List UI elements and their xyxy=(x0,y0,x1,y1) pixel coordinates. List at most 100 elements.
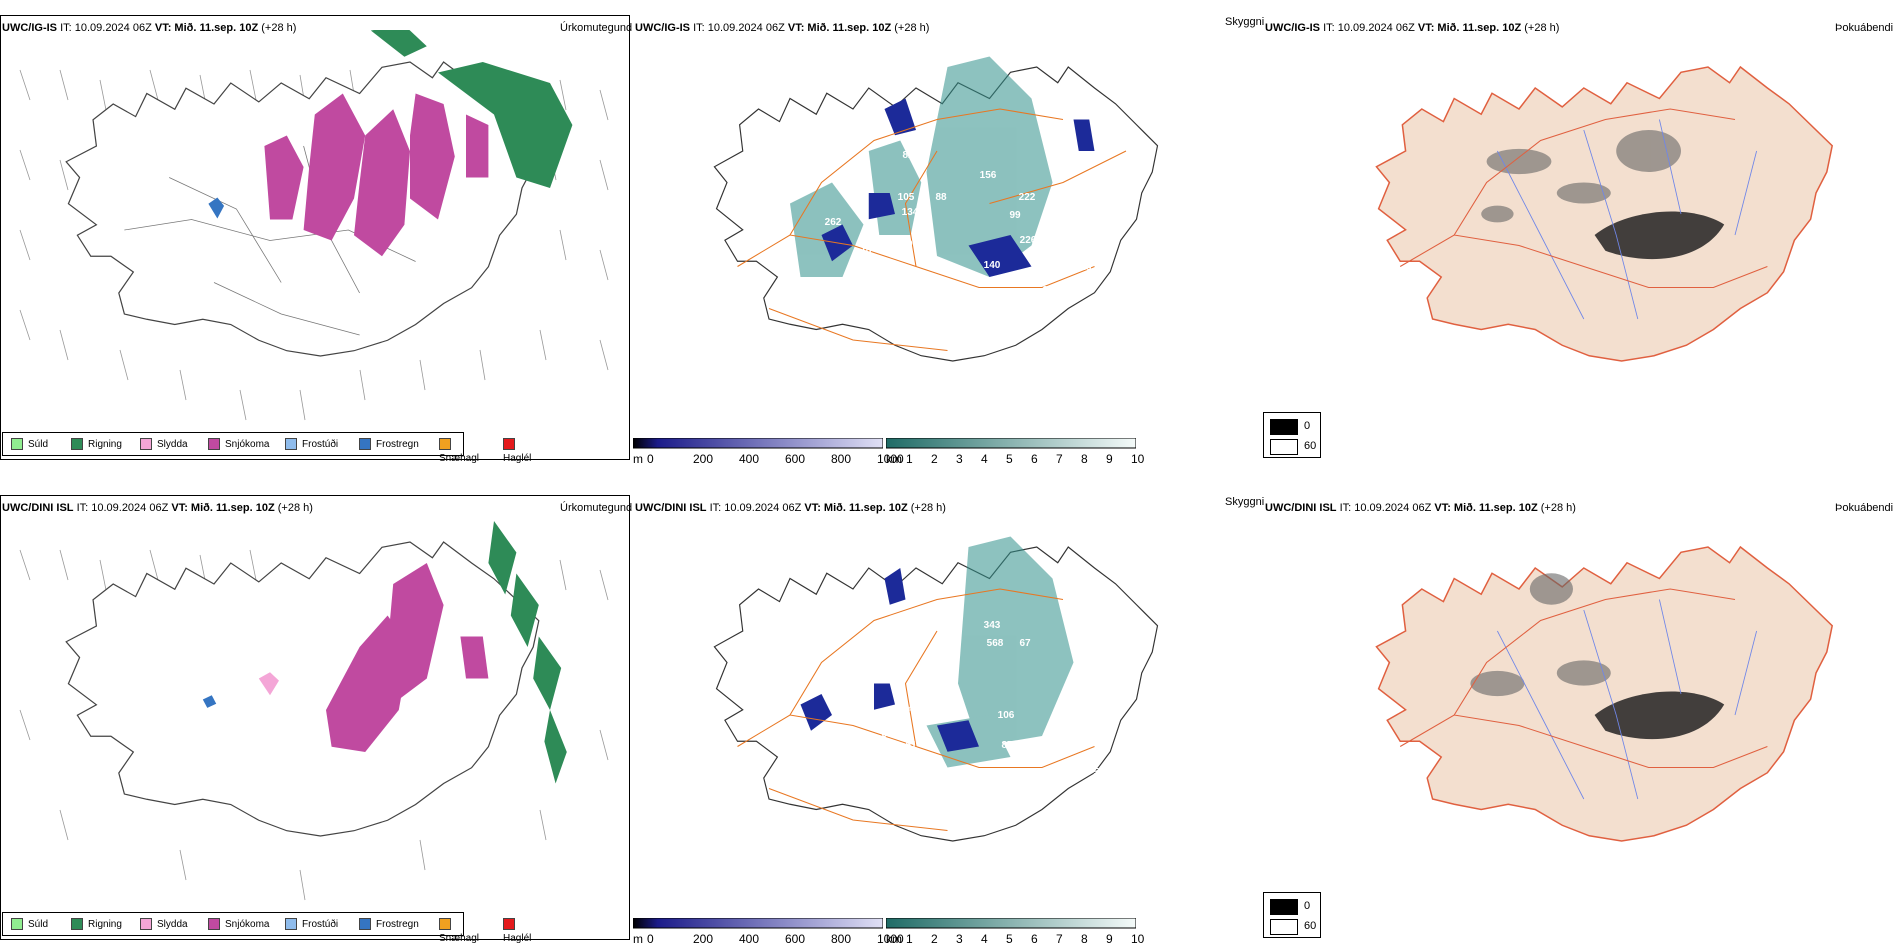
legend-label: Frostúði xyxy=(302,919,339,930)
scale-tick: 0 xyxy=(647,932,654,946)
km-unit: km xyxy=(886,932,902,946)
coastline xyxy=(65,61,540,357)
ceiling-label: 70 xyxy=(847,752,859,763)
scale-tick: 6 xyxy=(1031,932,1038,946)
cloud-key-row1: 0 60 xyxy=(1263,412,1321,458)
cloud-key-row2: 0 60 xyxy=(1263,892,1321,938)
ceiling-label: 343 xyxy=(984,620,1001,631)
scale-tick: 400 xyxy=(739,932,760,946)
coastline xyxy=(713,546,1159,842)
panel-title-precip: Úrkomutegund xyxy=(560,22,633,34)
height-unit: m xyxy=(633,932,643,946)
legend-swatch xyxy=(439,918,451,931)
legend-item: Frostregn xyxy=(359,918,419,932)
fog-map xyxy=(1375,66,1833,362)
road-network xyxy=(1399,108,1768,289)
legend-item: Rigning xyxy=(71,918,122,932)
snow-areas xyxy=(264,93,489,257)
legend-item: Snæhagl xyxy=(439,438,479,464)
scale-tick: 9 xyxy=(1106,932,1113,946)
ceiling-label: 88 xyxy=(885,272,897,283)
legend-item: Slydda xyxy=(140,438,188,452)
legend-item: Snjókoma xyxy=(208,918,269,932)
cloud-key-white-swatch xyxy=(1270,439,1298,455)
legend-item: Snjókoma xyxy=(208,438,269,452)
legend-item: Rigning xyxy=(71,438,122,452)
scale-tick: 7 xyxy=(1056,932,1063,946)
panel-title-fog: Þokuábendi xyxy=(1835,22,1894,34)
cloud-key-black-label: 0 xyxy=(1304,900,1311,912)
ceiling-label: 568 xyxy=(987,638,1004,649)
legend-item: Frostúði xyxy=(285,918,338,932)
scale-tick: 10 xyxy=(1131,452,1145,466)
panel-header: UWC/DINI ISL IT: 10.09.2024 06Z VT: Mið.… xyxy=(635,502,946,514)
legend-swatch xyxy=(503,918,515,931)
legend-swatch xyxy=(439,438,451,451)
ceiling-label: 120 xyxy=(1171,168,1188,179)
panel-title-visibility: Skyggni xyxy=(1225,496,1265,508)
ceiling-label: 58 xyxy=(1034,260,1046,271)
legend-label: Haglél xyxy=(503,453,532,464)
scale-tick: 3 xyxy=(956,452,963,466)
road-network xyxy=(737,588,1095,832)
precip-legend: Súld Rigning Slydda Snjókoma Frostúði Frostre… xyxy=(2,432,531,464)
scale-tick: 2 xyxy=(931,932,938,946)
scale-tick: 5 xyxy=(1006,932,1013,946)
ceiling-label: 99 xyxy=(1009,210,1021,221)
scale-tick: 1000 xyxy=(877,932,904,946)
legend-swatch xyxy=(140,918,152,931)
scale-tick: 4 xyxy=(981,932,988,946)
legend-item: Slydda xyxy=(140,918,188,932)
cloud-key-white-swatch xyxy=(1270,919,1298,935)
coastline xyxy=(65,541,540,837)
legend-swatch xyxy=(285,438,297,451)
scale-tick: 5 xyxy=(1006,452,1013,466)
fog-areas xyxy=(1470,573,1611,697)
ceiling-label: 51 xyxy=(820,280,832,291)
scale-tick: 1000 xyxy=(877,452,904,466)
legend-swatch xyxy=(208,438,220,451)
precip-frame xyxy=(0,495,630,940)
ceiling-label: 577 xyxy=(1049,140,1066,151)
ceiling-label: 171 xyxy=(1161,132,1178,143)
scale-tick: 0 xyxy=(647,452,654,466)
scale-tick: 7 xyxy=(1056,452,1063,466)
cloud-key-black-label: 0 xyxy=(1304,420,1311,432)
coastline xyxy=(1375,546,1833,842)
scale-tick: 1 xyxy=(906,932,913,946)
scale-tick: 8 xyxy=(1081,932,1088,946)
rain-areas xyxy=(370,30,573,188)
legend-label: Snjókoma xyxy=(225,919,270,930)
ceiling-areas xyxy=(821,98,1095,277)
ceiling-label: 177 xyxy=(1078,754,1095,765)
precip-panel-row2: UWC/DINI ISL IT: 10.09.2024 06Z VT: Mið.… xyxy=(0,480,632,944)
legend-item: Súld xyxy=(11,438,48,452)
wind-barbs xyxy=(19,549,609,901)
legend-label: Snjókoma xyxy=(225,439,270,450)
ceiling-label: 89 xyxy=(901,239,913,250)
fog-map xyxy=(1375,546,1833,842)
ceiling-areas xyxy=(800,568,979,752)
legend-label: Rigning xyxy=(88,439,122,450)
scale-tick: 200 xyxy=(693,932,714,946)
legend-label: Súld xyxy=(28,919,49,930)
km-scale: km 1 2 3 4 5 6 7 8 9 10 xyxy=(885,437,1144,466)
legend-swatch xyxy=(71,438,83,451)
height-scale: m 0 200 400 600 800 1000 xyxy=(632,437,904,466)
panel-title-fog: Þokuábendi xyxy=(1835,502,1894,514)
scale-tick: 3 xyxy=(956,932,963,946)
legend-item: Haglél xyxy=(503,438,531,464)
legend-label: Frostregn xyxy=(376,919,419,930)
ceiling-label: 228 xyxy=(1075,262,1092,273)
precip-map xyxy=(19,521,609,901)
cloud-key-white-label: 60 xyxy=(1304,440,1317,452)
precip-frame xyxy=(0,15,630,460)
ceiling-label: 226 xyxy=(1020,235,1037,246)
ceiling-label: 334 xyxy=(1047,120,1064,131)
ceiling-label: 82 xyxy=(902,150,914,161)
rivers xyxy=(1497,119,1758,320)
scale-tick: 6 xyxy=(1031,452,1038,466)
legend-item: Súld xyxy=(11,918,48,932)
ceiling-label: 68 xyxy=(917,137,929,148)
ceiling-label: 965 xyxy=(1043,285,1060,296)
